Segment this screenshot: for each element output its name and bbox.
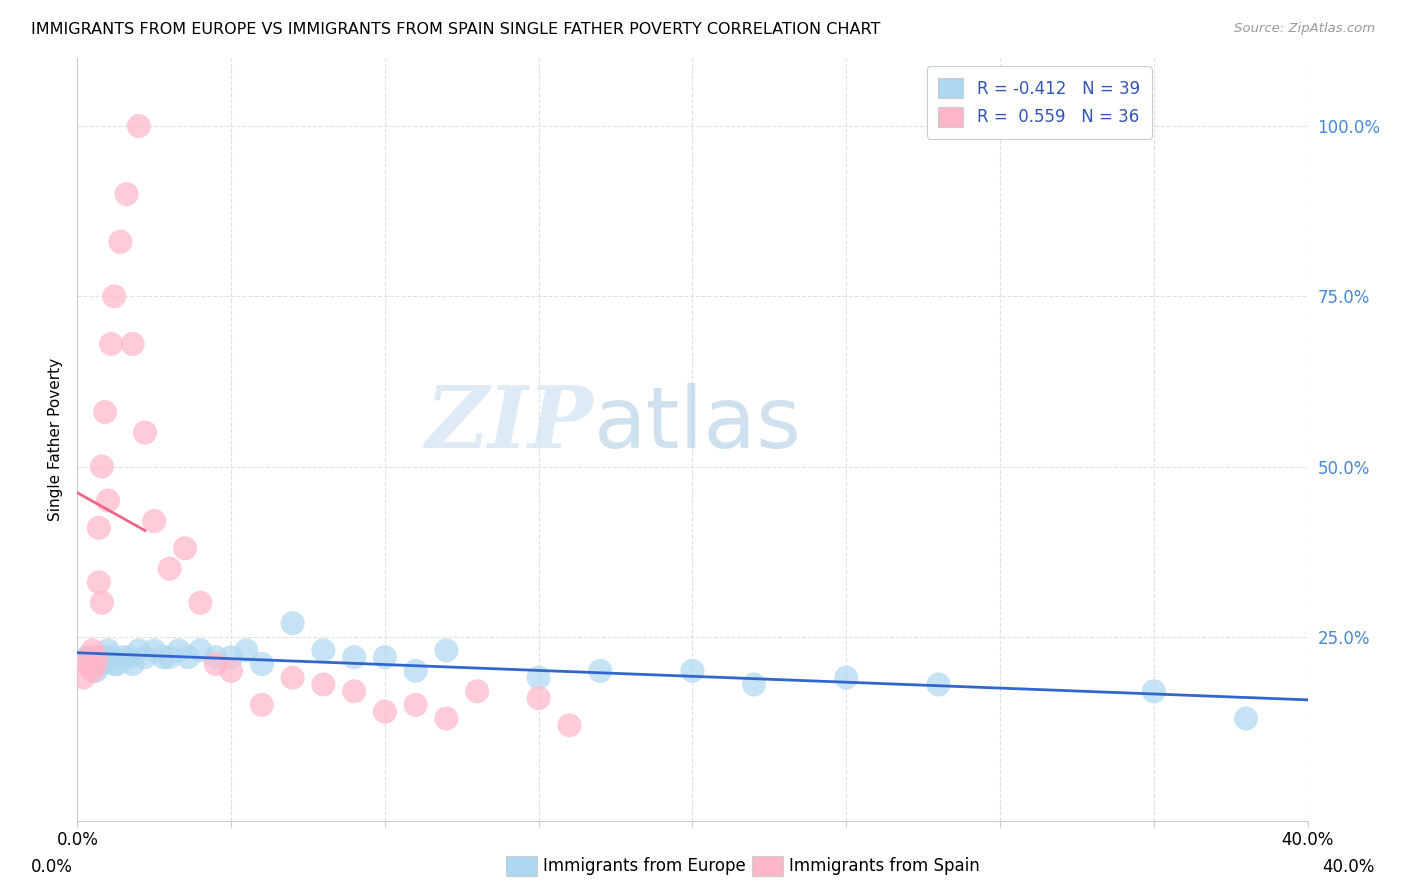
Point bbox=[143, 514, 166, 528]
Point bbox=[128, 119, 150, 133]
Point bbox=[128, 643, 150, 657]
Point bbox=[94, 650, 117, 665]
Point bbox=[100, 337, 122, 351]
Point bbox=[436, 643, 458, 657]
Point bbox=[103, 657, 125, 671]
Point bbox=[82, 664, 104, 678]
Point bbox=[405, 698, 427, 712]
Point bbox=[90, 657, 114, 671]
Text: 0.0%: 0.0% bbox=[31, 858, 73, 876]
Point bbox=[167, 643, 190, 657]
Point bbox=[219, 650, 242, 665]
Point bbox=[250, 657, 273, 671]
Point bbox=[87, 650, 110, 665]
Point bbox=[682, 664, 704, 678]
Text: Immigrants from Europe: Immigrants from Europe bbox=[543, 857, 745, 875]
Point bbox=[558, 718, 581, 732]
Point bbox=[343, 650, 366, 665]
Point bbox=[835, 671, 858, 685]
Point bbox=[105, 657, 128, 671]
Point bbox=[90, 459, 114, 474]
Point bbox=[188, 596, 212, 610]
Point bbox=[152, 650, 174, 665]
Point bbox=[84, 657, 107, 671]
Point bbox=[112, 650, 135, 665]
Point bbox=[281, 616, 304, 631]
Point bbox=[118, 650, 141, 665]
Text: Source: ZipAtlas.com: Source: ZipAtlas.com bbox=[1234, 22, 1375, 36]
Point bbox=[250, 698, 273, 712]
Point bbox=[143, 643, 166, 657]
Text: atlas: atlas bbox=[595, 383, 801, 466]
Point bbox=[115, 187, 138, 202]
Text: Immigrants from Spain: Immigrants from Spain bbox=[789, 857, 980, 875]
Point bbox=[97, 493, 120, 508]
Legend: R = -0.412   N = 39, R =  0.559   N = 36: R = -0.412 N = 39, R = 0.559 N = 36 bbox=[927, 66, 1152, 138]
Point bbox=[94, 405, 117, 419]
Point bbox=[436, 711, 458, 725]
Point bbox=[928, 677, 950, 691]
Text: ZIP: ZIP bbox=[426, 383, 595, 466]
Point bbox=[527, 671, 550, 685]
Point bbox=[121, 337, 143, 351]
Point bbox=[204, 650, 226, 665]
Point bbox=[742, 677, 765, 691]
Point bbox=[82, 657, 104, 671]
Point bbox=[76, 657, 98, 671]
Point bbox=[87, 521, 110, 535]
Point bbox=[110, 235, 132, 249]
Point bbox=[72, 671, 94, 685]
Point bbox=[527, 691, 550, 706]
Text: 40.0%: 40.0% bbox=[1323, 858, 1375, 876]
Point bbox=[1234, 711, 1257, 725]
Point bbox=[465, 684, 488, 698]
Point bbox=[1143, 684, 1166, 698]
Point bbox=[100, 650, 122, 665]
Text: IMMIGRANTS FROM EUROPE VS IMMIGRANTS FROM SPAIN SINGLE FATHER POVERTY CORRELATIO: IMMIGRANTS FROM EUROPE VS IMMIGRANTS FRO… bbox=[31, 22, 880, 37]
Point bbox=[97, 643, 120, 657]
Point bbox=[79, 650, 101, 665]
Point bbox=[134, 650, 156, 665]
Point bbox=[177, 650, 200, 665]
Point bbox=[121, 657, 143, 671]
Point bbox=[281, 671, 304, 685]
Point bbox=[312, 643, 335, 657]
Point bbox=[159, 562, 181, 576]
Point bbox=[219, 664, 242, 678]
Point bbox=[87, 575, 110, 590]
Point bbox=[204, 657, 226, 671]
Point bbox=[188, 643, 212, 657]
Point bbox=[343, 684, 366, 698]
Point bbox=[159, 650, 181, 665]
Point bbox=[235, 643, 257, 657]
Point bbox=[76, 650, 98, 665]
Y-axis label: Single Father Poverty: Single Father Poverty bbox=[48, 358, 63, 521]
Point bbox=[374, 650, 396, 665]
Point bbox=[405, 664, 427, 678]
Point bbox=[134, 425, 156, 440]
Point bbox=[374, 705, 396, 719]
Point bbox=[82, 643, 104, 657]
Point bbox=[174, 541, 197, 556]
Point bbox=[103, 289, 125, 303]
Point bbox=[589, 664, 612, 678]
Point bbox=[84, 650, 107, 665]
Point bbox=[90, 596, 114, 610]
Point bbox=[84, 664, 107, 678]
Point bbox=[312, 677, 335, 691]
